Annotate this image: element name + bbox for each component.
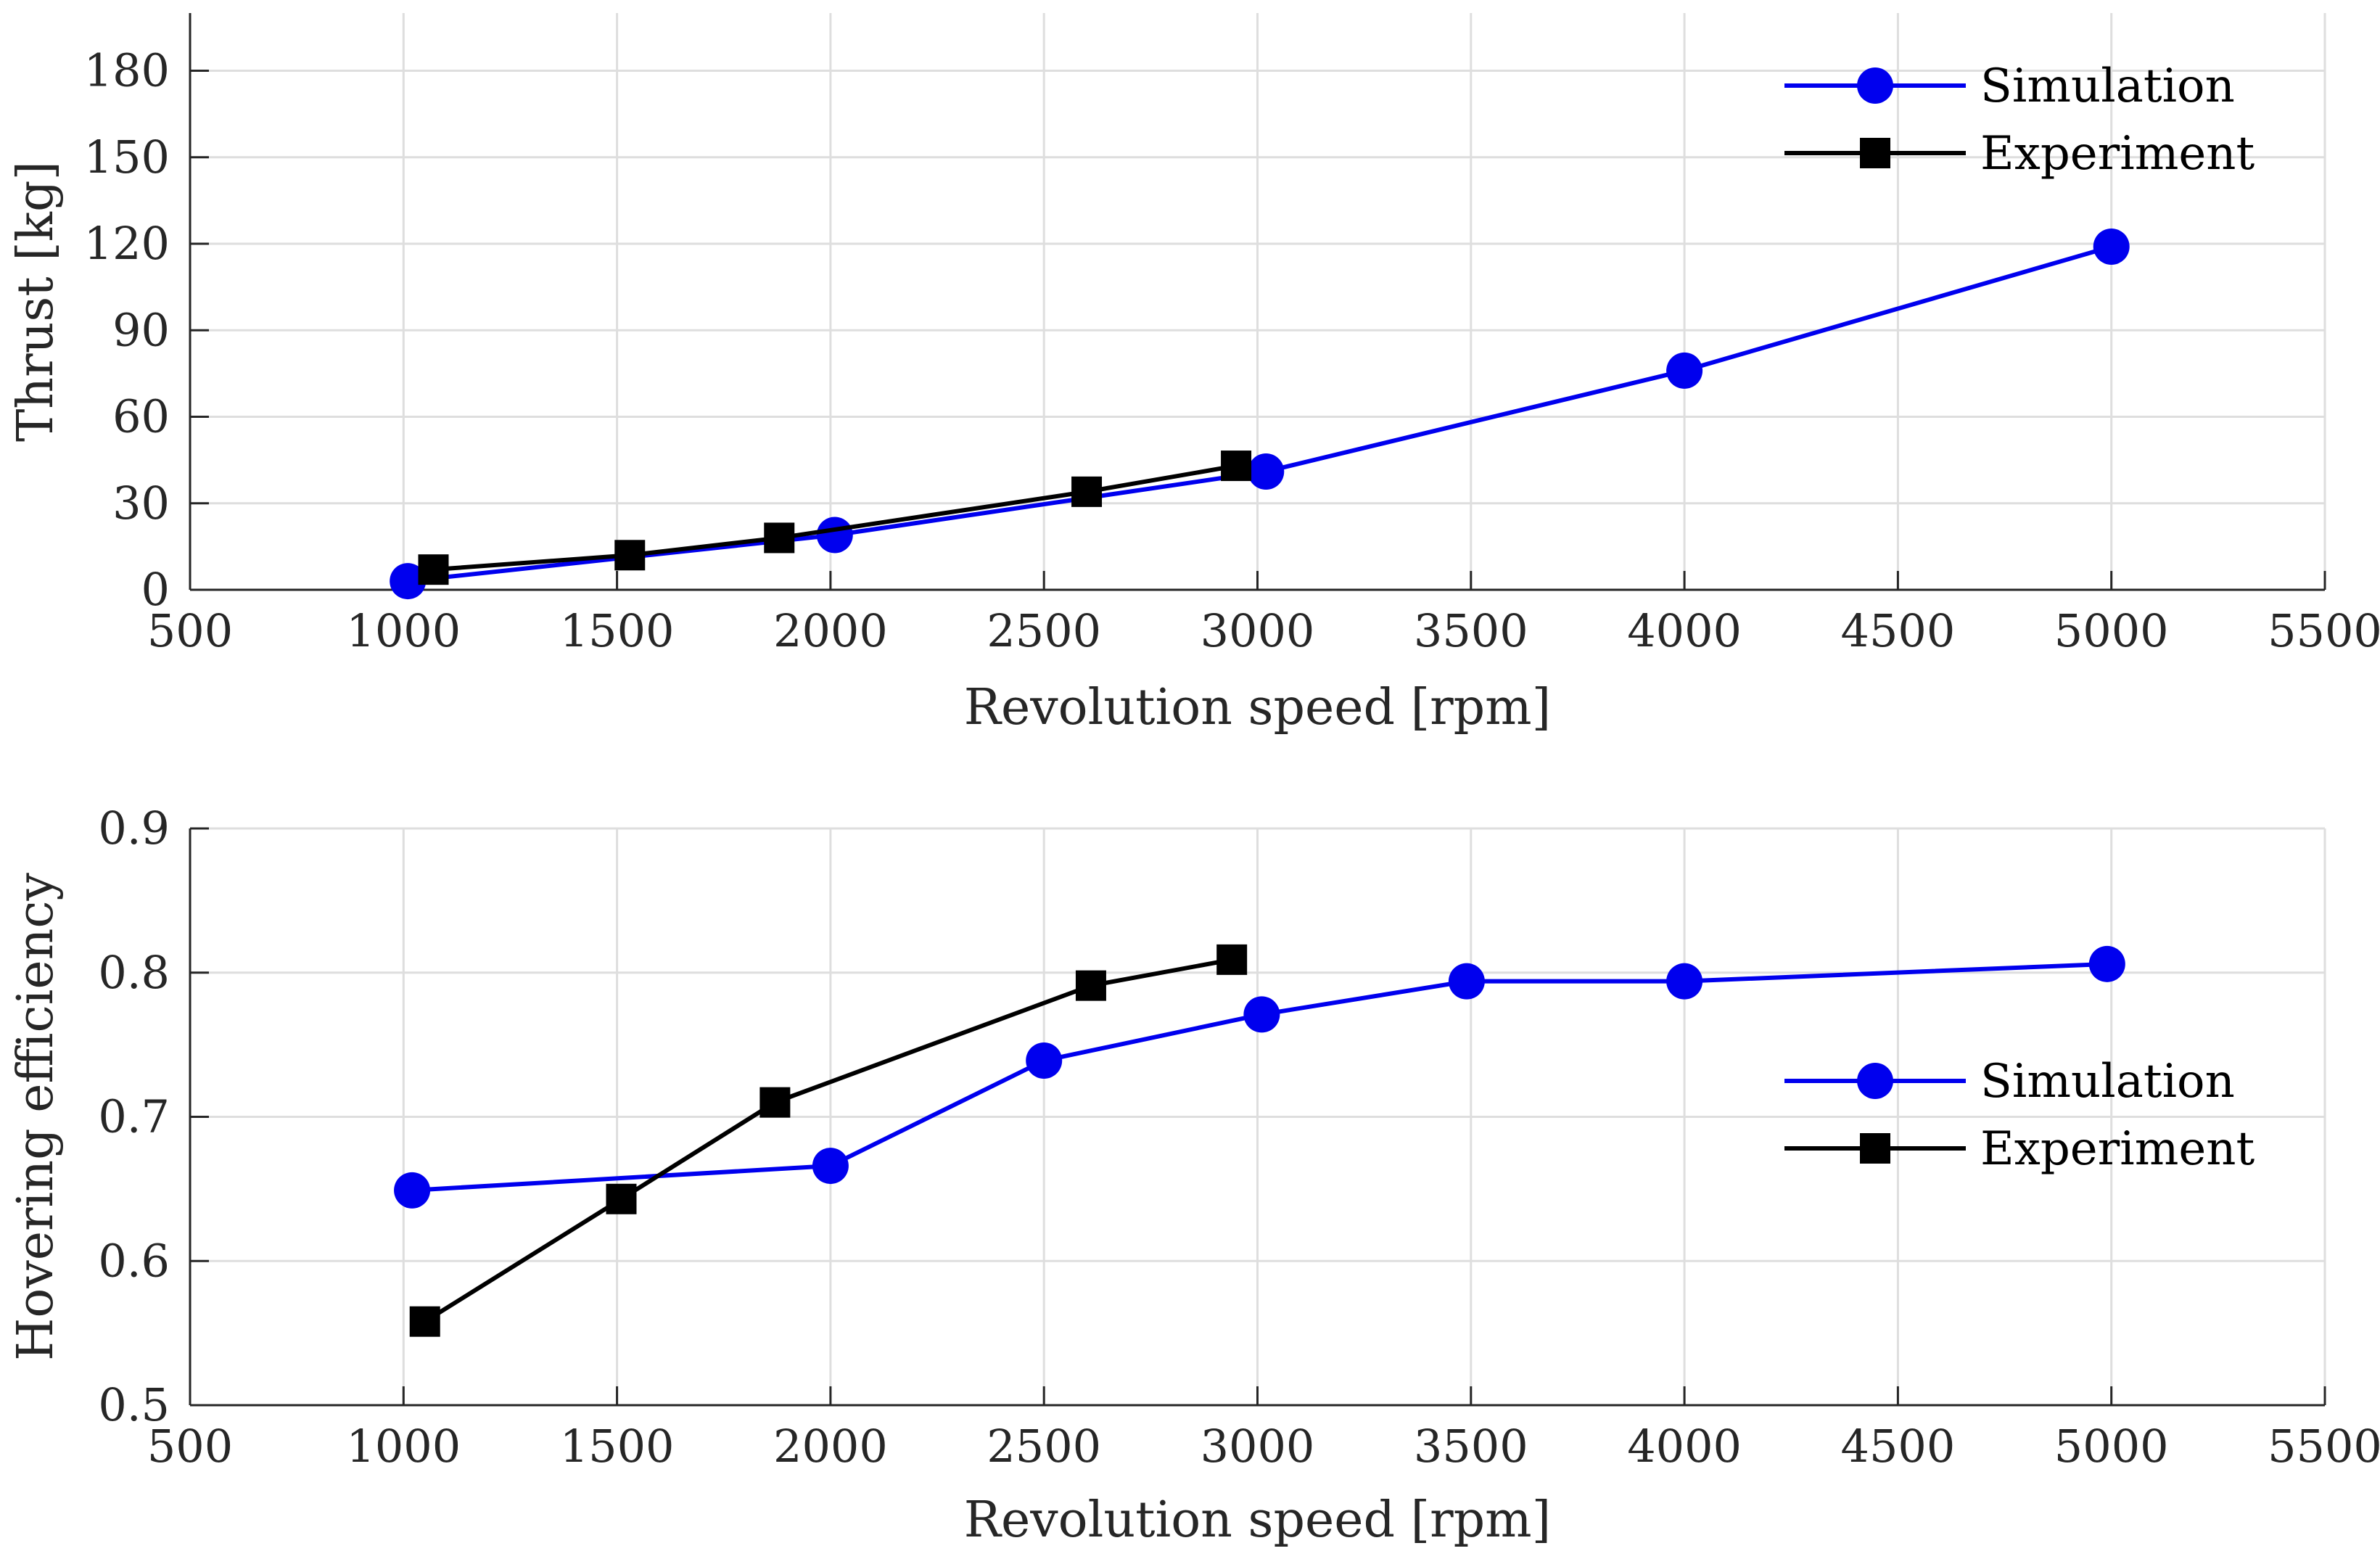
x-tick-label: 4000 — [1627, 1420, 1742, 1473]
data-point — [606, 1183, 637, 1214]
series-line — [424, 957, 1232, 1324]
y-tick-label: 90 — [112, 303, 170, 356]
y-tick-label: 60 — [112, 390, 170, 443]
legend-label: Experiment — [1980, 1122, 2255, 1176]
x-tick-label: 5500 — [2268, 1420, 2380, 1473]
data-point — [614, 540, 646, 571]
data-point — [816, 517, 853, 554]
data-point — [390, 563, 427, 600]
x-tick-label: 2000 — [773, 1420, 888, 1473]
x-tick-label: 5000 — [2054, 1420, 2169, 1473]
x-tick-label: 2000 — [773, 604, 888, 657]
data-point — [1448, 963, 1485, 1000]
x-tick-label: 5500 — [2268, 604, 2380, 657]
data-point — [1075, 970, 1106, 1001]
legend-marker — [1860, 1133, 1890, 1164]
y-tick-label: 0.5 — [98, 1378, 170, 1431]
legend-label: Simulation — [1980, 59, 2235, 113]
data-point — [1666, 963, 1703, 1000]
legend-marker — [1857, 1063, 1893, 1099]
y-tick-label: 30 — [112, 477, 170, 530]
series-simulation — [394, 945, 2125, 1209]
x-axis-label: Revolution speed [rpm] — [964, 679, 1551, 736]
x-tick-label: 3500 — [1414, 604, 1528, 657]
y-axis-label: Hovering efficiency — [7, 873, 65, 1361]
y-tick-label: 0 — [141, 563, 170, 616]
y-tick-label: 180 — [84, 44, 170, 97]
data-point — [1221, 451, 1252, 482]
series-simulation — [390, 228, 2130, 600]
x-tick-label: 1000 — [346, 604, 461, 657]
legend-marker — [1860, 138, 1890, 168]
legend-marker — [1857, 67, 1893, 104]
data-point — [1026, 1042, 1063, 1079]
x-tick-label: 1000 — [346, 1420, 461, 1473]
data-point — [1243, 996, 1280, 1033]
y-tick-label: 0.8 — [98, 946, 170, 999]
data-point — [1248, 453, 1285, 490]
x-tick-label: 1500 — [560, 604, 675, 657]
data-point — [2088, 945, 2125, 982]
x-tick-label: 500 — [147, 1420, 233, 1473]
x-tick-label: 4000 — [1627, 604, 1742, 657]
y-axis-label: Thrust [kg] — [7, 161, 65, 442]
legend-label: Simulation — [1980, 1055, 2235, 1108]
efficiency-chart: 500 1000 1500 2000 2500 3000 3500 4000 4500 5000 5… — [7, 802, 2380, 1549]
x-tick-label: 3000 — [1201, 604, 1315, 657]
data-point — [1666, 352, 1703, 389]
x-tick-label: 500 — [147, 604, 233, 657]
data-point — [2093, 228, 2130, 265]
data-point — [812, 1148, 849, 1185]
y-tick-label: 0.7 — [98, 1090, 170, 1143]
x-tick-label: 3000 — [1201, 1420, 1315, 1473]
x-tick-label: 4500 — [1841, 604, 1956, 657]
x-axis-label: Revolution speed [rpm] — [964, 1492, 1551, 1549]
y-tick-label: 120 — [84, 217, 170, 270]
x-tick-label: 2500 — [987, 604, 1101, 657]
data-point — [1071, 476, 1103, 507]
legend-label: Experiment — [1980, 127, 2255, 181]
data-point — [764, 522, 795, 554]
y-tick-label: 150 — [84, 131, 170, 184]
grid — [190, 13, 2326, 590]
data-point — [759, 1087, 791, 1118]
series-experiment — [409, 944, 1248, 1337]
thrust-chart: 500 1000 1500 2000 2500 3000 3500 4000 4500 5000 5… — [7, 13, 2380, 736]
x-tick-label: 3500 — [1414, 1420, 1528, 1473]
series-experiment — [418, 451, 1252, 585]
data-point — [394, 1172, 431, 1209]
series-line — [407, 244, 2112, 584]
data-point — [409, 1306, 440, 1337]
data-point — [1216, 944, 1248, 975]
x-tick-label: 4500 — [1841, 1420, 1956, 1473]
legend: Simulation Experiment — [1784, 1055, 2255, 1176]
grid — [190, 827, 2326, 1405]
x-tick-label: 5000 — [2054, 604, 2169, 657]
x-tick-label: 2500 — [987, 1420, 1101, 1473]
data-point — [418, 554, 449, 585]
y-tick-label: 0.9 — [98, 802, 170, 855]
x-tick-label: 1500 — [560, 1420, 675, 1473]
y-tick-label: 0.6 — [98, 1234, 170, 1287]
legend: Simulation Experiment — [1784, 59, 2255, 181]
